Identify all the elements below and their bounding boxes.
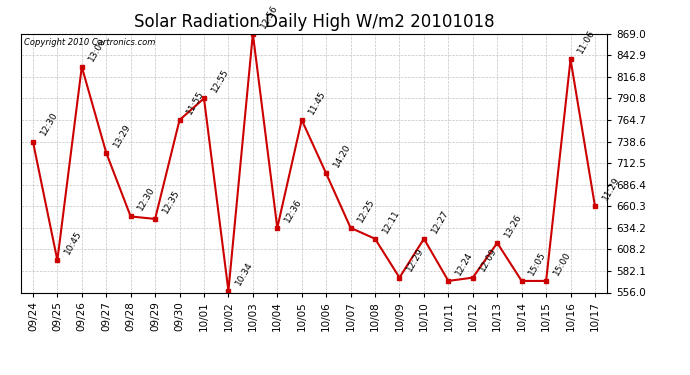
- Text: 12:36: 12:36: [283, 197, 304, 223]
- Text: 12:24: 12:24: [454, 250, 475, 277]
- Title: Solar Radiation Daily High W/m2 20101018: Solar Radiation Daily High W/m2 20101018: [134, 13, 494, 31]
- Text: 14:20: 14:20: [332, 142, 353, 169]
- Text: 12:56: 12:56: [259, 3, 279, 30]
- Text: 13:29: 13:29: [112, 122, 132, 148]
- Text: Copyright 2010 Cartronics.com: Copyright 2010 Cartronics.com: [23, 38, 155, 46]
- Text: 12:09: 12:09: [478, 247, 499, 273]
- Text: 15:00: 15:00: [552, 250, 573, 277]
- Text: 13:00: 13:00: [88, 36, 108, 63]
- Text: 11:29: 11:29: [600, 175, 621, 202]
- Text: 12:27: 12:27: [429, 208, 450, 235]
- Text: 11:06: 11:06: [576, 28, 597, 55]
- Text: 12:30: 12:30: [39, 111, 59, 137]
- Text: 11:45: 11:45: [307, 89, 328, 116]
- Text: 15:05: 15:05: [527, 250, 548, 277]
- Text: 12:55: 12:55: [210, 68, 230, 94]
- Text: 12:29: 12:29: [405, 247, 426, 273]
- Text: 10:34: 10:34: [234, 260, 255, 286]
- Text: 12:30: 12:30: [136, 186, 157, 212]
- Text: 12:35: 12:35: [161, 188, 181, 215]
- Text: 10:45: 10:45: [63, 229, 83, 256]
- Text: 12:25: 12:25: [356, 197, 377, 223]
- Text: 12:11: 12:11: [381, 208, 402, 235]
- Text: 13:26: 13:26: [503, 212, 524, 239]
- Text: 11:55: 11:55: [185, 89, 206, 116]
